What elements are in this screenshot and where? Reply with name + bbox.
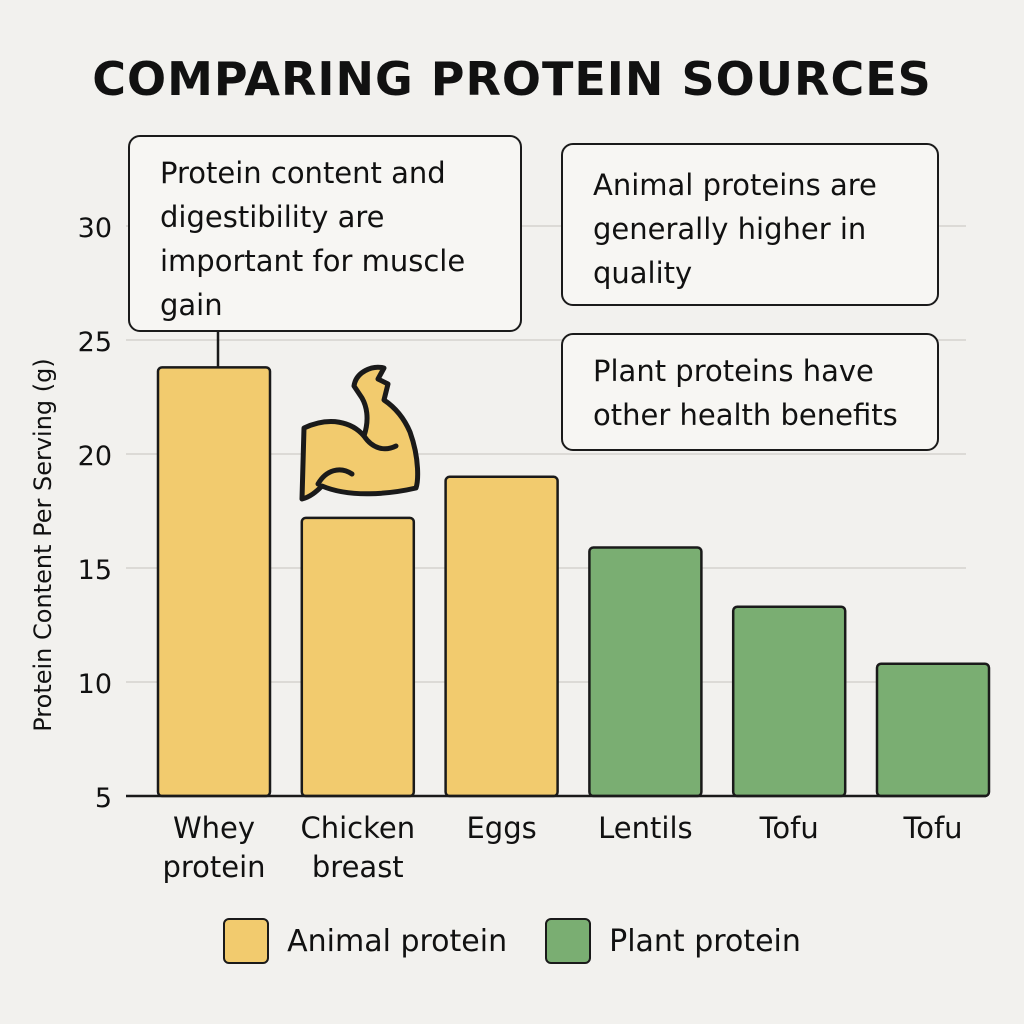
callout-animal-quality: Animal proteins are generally higher in … <box>561 143 939 306</box>
chart-title: COMPARING PROTEIN SOURCES <box>92 52 932 106</box>
y-axis-ticks: 5 10 15 20 25 30 <box>78 213 112 814</box>
legend-swatch-animal <box>223 918 270 964</box>
bars <box>156 366 991 798</box>
y-axis-label: Protein Content Per Serving (g) <box>29 358 57 732</box>
x-axis-labels: Whey protein Chicken breast Eggs Lentils Tofu T… <box>162 811 962 884</box>
y-tick-label: 20 <box>78 441 112 472</box>
flexed-arm-icon <box>299 364 421 502</box>
callout-muscle-gain: Protein content and digestibility are im… <box>128 135 522 332</box>
y-tick-label: 25 <box>78 327 112 358</box>
bar-3 <box>588 546 703 798</box>
x-tick-label: Tofu <box>759 811 819 845</box>
legend-label-plant: Plant protein <box>609 923 801 959</box>
bar-5 <box>875 662 991 798</box>
y-tick-label: 15 <box>78 555 112 586</box>
bar-0 <box>156 366 272 798</box>
x-tick-label: Lentils <box>598 811 692 845</box>
bar-2 <box>444 475 559 798</box>
y-tick-label: 30 <box>78 213 112 244</box>
bar-4 <box>731 605 847 798</box>
bar-1 <box>300 516 416 798</box>
callout-plant-benefits: Plant proteins have other health benefit… <box>561 333 939 451</box>
y-tick-label: 5 <box>95 783 112 814</box>
x-tick-label: Eggs <box>466 811 536 845</box>
x-tick-label: Tofu <box>902 811 962 845</box>
x-tick-label: Chicken breast <box>300 811 415 884</box>
legend-label-animal: Animal protein <box>287 923 508 959</box>
y-tick-label: 10 <box>78 669 112 700</box>
legend: Animal protein Plant protein <box>0 914 1024 968</box>
legend-item-animal: Animal protein <box>223 918 507 964</box>
legend-item-plant: Plant protein <box>545 918 801 964</box>
x-tick-label: Whey protein <box>162 811 265 884</box>
legend-swatch-plant <box>545 918 592 964</box>
